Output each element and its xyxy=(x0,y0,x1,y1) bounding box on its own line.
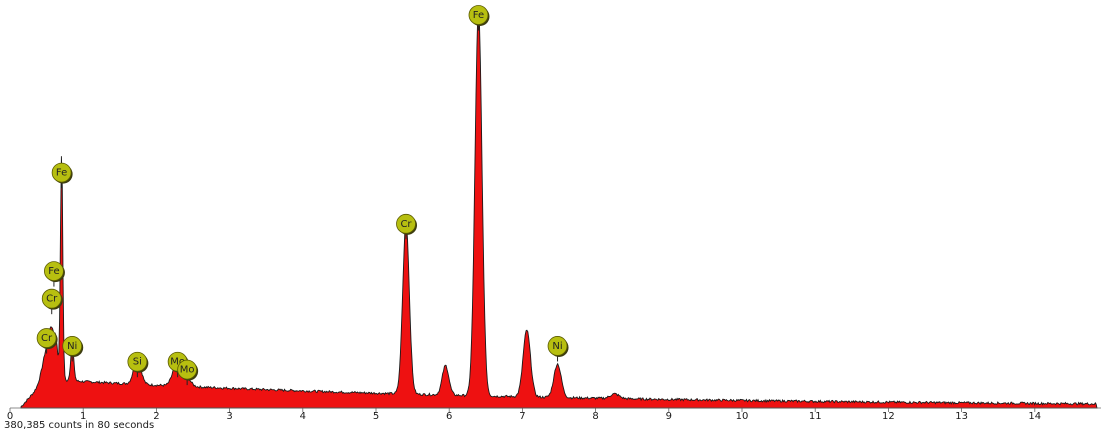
element-marker-label: Mo xyxy=(170,357,185,368)
spectrum-area xyxy=(20,13,1098,409)
element-marker-fe: Fe xyxy=(468,5,490,31)
x-tick-label: 11 xyxy=(809,411,822,420)
x-tick-label: 8 xyxy=(592,411,598,420)
element-marker-label: Ni xyxy=(67,341,77,352)
element-marker-cr: Cr xyxy=(41,288,63,315)
x-tick-label: 1 xyxy=(80,411,86,420)
x-tick-label: 3 xyxy=(226,411,232,420)
element-marker-si: Si xyxy=(127,351,149,378)
element-marker-label: Mo xyxy=(180,365,195,376)
element-marker-label: Cr xyxy=(41,333,53,344)
element-marker-cr: Cr xyxy=(36,328,58,354)
element-marker-label: Fe xyxy=(48,266,59,277)
acquisition-counts: 380,385 counts in 80 seconds xyxy=(4,420,155,431)
element-marker-label: Fe xyxy=(56,168,67,179)
x-tick-label: 7 xyxy=(519,411,525,420)
element-marker-ni: Ni xyxy=(547,336,569,362)
x-axis-ticks: 0 1 2 3 4 5 6 7 8 9 10 11 12 13 14 xyxy=(7,408,1041,420)
x-tick-label: 4 xyxy=(300,411,306,420)
x-tick-label: 2 xyxy=(153,411,159,420)
x-tick-label: 12 xyxy=(882,411,895,420)
element-marker-fe: Fe xyxy=(44,261,65,287)
x-tick-label: 14 xyxy=(1028,411,1041,420)
element-marker-fe: Fe xyxy=(51,162,73,189)
x-tick-label: 0 xyxy=(7,411,13,420)
x-tick-label: 13 xyxy=(955,411,968,420)
x-tick-label: 6 xyxy=(446,411,452,420)
element-marker-label: Fe xyxy=(473,10,484,21)
x-tick-label: 10 xyxy=(736,411,749,420)
element-marker-cr: Cr xyxy=(396,213,418,240)
element-marker-mo: Mo xyxy=(177,359,199,386)
element-marker-ni: Ni xyxy=(62,336,84,362)
element-marker-label: Cr xyxy=(400,219,412,230)
element-marker-label: Si xyxy=(133,357,142,368)
element-marker-label: Ni xyxy=(552,341,562,352)
x-tick-label: 5 xyxy=(373,411,379,420)
x-tick-label: 9 xyxy=(666,411,672,420)
element-marker-label: Cr xyxy=(46,294,58,305)
